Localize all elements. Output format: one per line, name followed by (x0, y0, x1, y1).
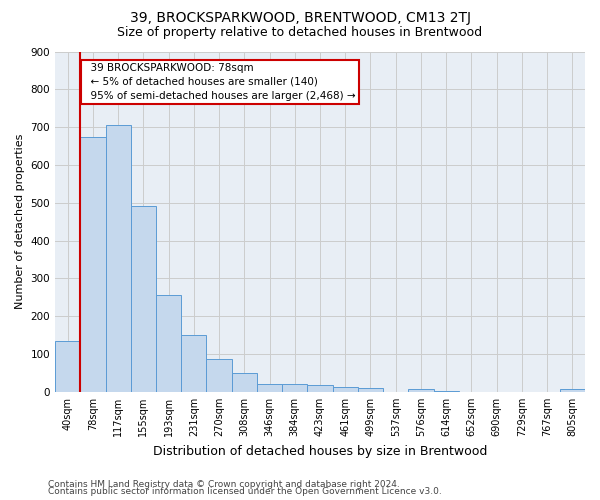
Text: Size of property relative to detached houses in Brentwood: Size of property relative to detached ho… (118, 26, 482, 39)
Bar (257, 384, 282, 392)
Y-axis label: Number of detached properties: Number of detached properties (15, 134, 25, 310)
Text: Contains HM Land Registry data © Crown copyright and database right 2024.: Contains HM Land Registry data © Crown c… (48, 480, 400, 489)
Bar (307, 385, 332, 392)
Bar (55, 341, 80, 392)
Bar (409, 389, 434, 392)
Bar (80, 136, 106, 392)
Text: Contains public sector information licensed under the Open Government Licence v3: Contains public sector information licen… (48, 488, 442, 496)
Bar (358, 388, 383, 392)
Bar (434, 391, 459, 392)
Bar (332, 388, 358, 392)
Bar (560, 389, 585, 392)
Bar (131, 206, 156, 392)
Text: 39 BROCKSPARKWOOD: 78sqm
  ← 5% of detached houses are smaller (140)
  95% of se: 39 BROCKSPARKWOOD: 78sqm ← 5% of detache… (84, 63, 356, 101)
X-axis label: Distribution of detached houses by size in Brentwood: Distribution of detached houses by size … (153, 444, 487, 458)
Bar (156, 296, 181, 392)
Bar (106, 126, 131, 392)
Text: 39, BROCKSPARKWOOD, BRENTWOOD, CM13 2TJ: 39, BROCKSPARKWOOD, BRENTWOOD, CM13 2TJ (130, 11, 470, 25)
Bar (282, 384, 307, 392)
Bar (206, 358, 232, 392)
Bar (181, 335, 206, 392)
Bar (232, 373, 257, 392)
